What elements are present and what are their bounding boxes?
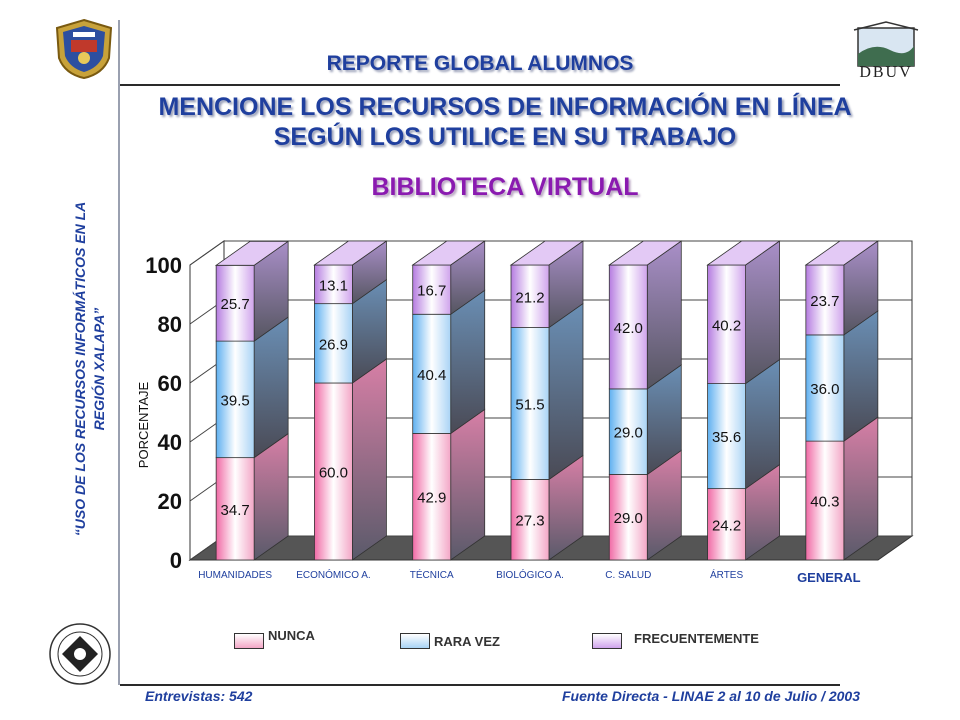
- legend-swatch-rara-vez: [400, 633, 430, 649]
- bar-side: [646, 240, 682, 390]
- bar-segment: [215, 457, 255, 561]
- x-tick-label: ECONÓMICO A.: [296, 568, 370, 581]
- legend-swatch-nunca: [234, 633, 264, 649]
- bar-segment: [412, 313, 452, 434]
- y-axis-label: PORCENTAJE: [136, 381, 151, 468]
- question-line-1: MENCIONE LOS RECURSOS DE INFORMACIÓN EN …: [158, 93, 852, 121]
- data-label: 23.7: [810, 293, 839, 310]
- data-label: 24.2: [712, 517, 741, 534]
- x-tick-label: HUMANIDADES: [198, 570, 272, 581]
- x-tick-label: BIOLÓGICO A.: [496, 568, 564, 581]
- bar-segment: [707, 488, 746, 561]
- y-tick-label: 80: [158, 312, 182, 337]
- question-text: MENCIONE LOS RECURSOS DE INFORMACIÓN EN …: [120, 92, 890, 152]
- bar-side: [352, 358, 387, 561]
- page-title: REPORTE GLOBAL ALUMNOS: [326, 52, 634, 75]
- x-tick-label: GENERAL: [797, 570, 861, 585]
- data-label: 29.0: [614, 425, 643, 442]
- legend-label-frecuentemente: FRECUENTEMENTE: [634, 631, 759, 646]
- bar-segment: [215, 340, 255, 459]
- dbuv-logo: DBUV: [850, 20, 922, 82]
- bar-segment: [314, 264, 353, 305]
- footer-interviews: Entrevistas: 542: [145, 688, 253, 704]
- data-label: 40.2: [712, 317, 741, 334]
- y-tick-label: 20: [158, 489, 182, 514]
- data-label: 60.0: [319, 465, 348, 482]
- bar-top: [509, 240, 585, 266]
- data-label: 27.3: [515, 513, 544, 530]
- bar-top: [608, 240, 683, 266]
- legend-swatch-frecuentemente: [592, 633, 622, 649]
- bar-side: [253, 316, 289, 459]
- university-logo: [53, 18, 115, 80]
- data-label: 26.9: [319, 336, 348, 353]
- research-seal-logo: [48, 622, 112, 686]
- data-label: 34.7: [221, 502, 250, 519]
- x-tick-label: TÉCNICA: [410, 568, 454, 581]
- bar-top: [214, 240, 290, 266]
- legend-label-nunca: NUNCA: [268, 628, 315, 643]
- bar-top: [313, 240, 388, 266]
- bar-side: [745, 240, 780, 385]
- data-label: 21.2: [515, 289, 544, 306]
- data-label: 16.7: [417, 283, 446, 300]
- x-tick-label: ÁRTES: [710, 568, 743, 581]
- bar-segment: [215, 264, 255, 342]
- gridline-side: [189, 240, 225, 266]
- data-label: 13.1: [319, 277, 348, 294]
- dbuv-logo-text: DBUV: [859, 64, 913, 81]
- bar-segment: [412, 264, 452, 315]
- data-label: 36.0: [810, 381, 839, 398]
- y-tick-label: 100: [145, 253, 182, 278]
- bar-top: [411, 240, 486, 266]
- bar-segment: [314, 382, 353, 561]
- legend-label-rara-vez: RARA VEZ: [434, 634, 500, 649]
- x-tick-label: C. SALUD: [605, 570, 651, 581]
- y-tick-label: 60: [158, 371, 182, 396]
- data-label: 29.0: [614, 510, 643, 527]
- bar-segment: [510, 327, 550, 480]
- y-tick-label: 40: [158, 430, 182, 455]
- footer-source: Fuente Directa - LINAE 2 al 10 de Julio …: [562, 688, 860, 704]
- bar-segment: [805, 264, 845, 336]
- bar-segment: [805, 440, 845, 561]
- bar-side: [843, 416, 879, 561]
- bar-segment: [412, 433, 452, 561]
- title-divider: [120, 84, 840, 86]
- data-label: 35.6: [712, 429, 741, 446]
- bar-segment: [510, 479, 550, 561]
- bar-top: [706, 240, 781, 266]
- data-label: 25.7: [221, 296, 250, 313]
- bar-segment: [510, 264, 550, 328]
- footer-divider: [120, 684, 840, 686]
- bar-segment: [707, 383, 746, 490]
- data-label: 42.9: [417, 490, 446, 507]
- data-label: 40.4: [417, 367, 446, 384]
- chart-heading: BIBLIOTECA VIRTUAL: [371, 173, 639, 201]
- bar-segment: [608, 264, 648, 390]
- bar-top: [804, 240, 880, 266]
- data-label: 40.3: [810, 494, 839, 511]
- data-label: 42.0: [614, 320, 643, 337]
- y-tick-label: 0: [170, 548, 182, 573]
- bar-segment: [314, 303, 353, 384]
- bar-side: [450, 408, 486, 561]
- left-divider: [118, 20, 120, 685]
- data-label: 51.5: [515, 397, 544, 414]
- question-line-2: SEGÚN LOS UTILICE EN SU TRABAJO: [273, 123, 737, 151]
- bar-side: [450, 289, 486, 435]
- bar-side: [548, 302, 584, 481]
- data-label: 39.5: [221, 392, 250, 409]
